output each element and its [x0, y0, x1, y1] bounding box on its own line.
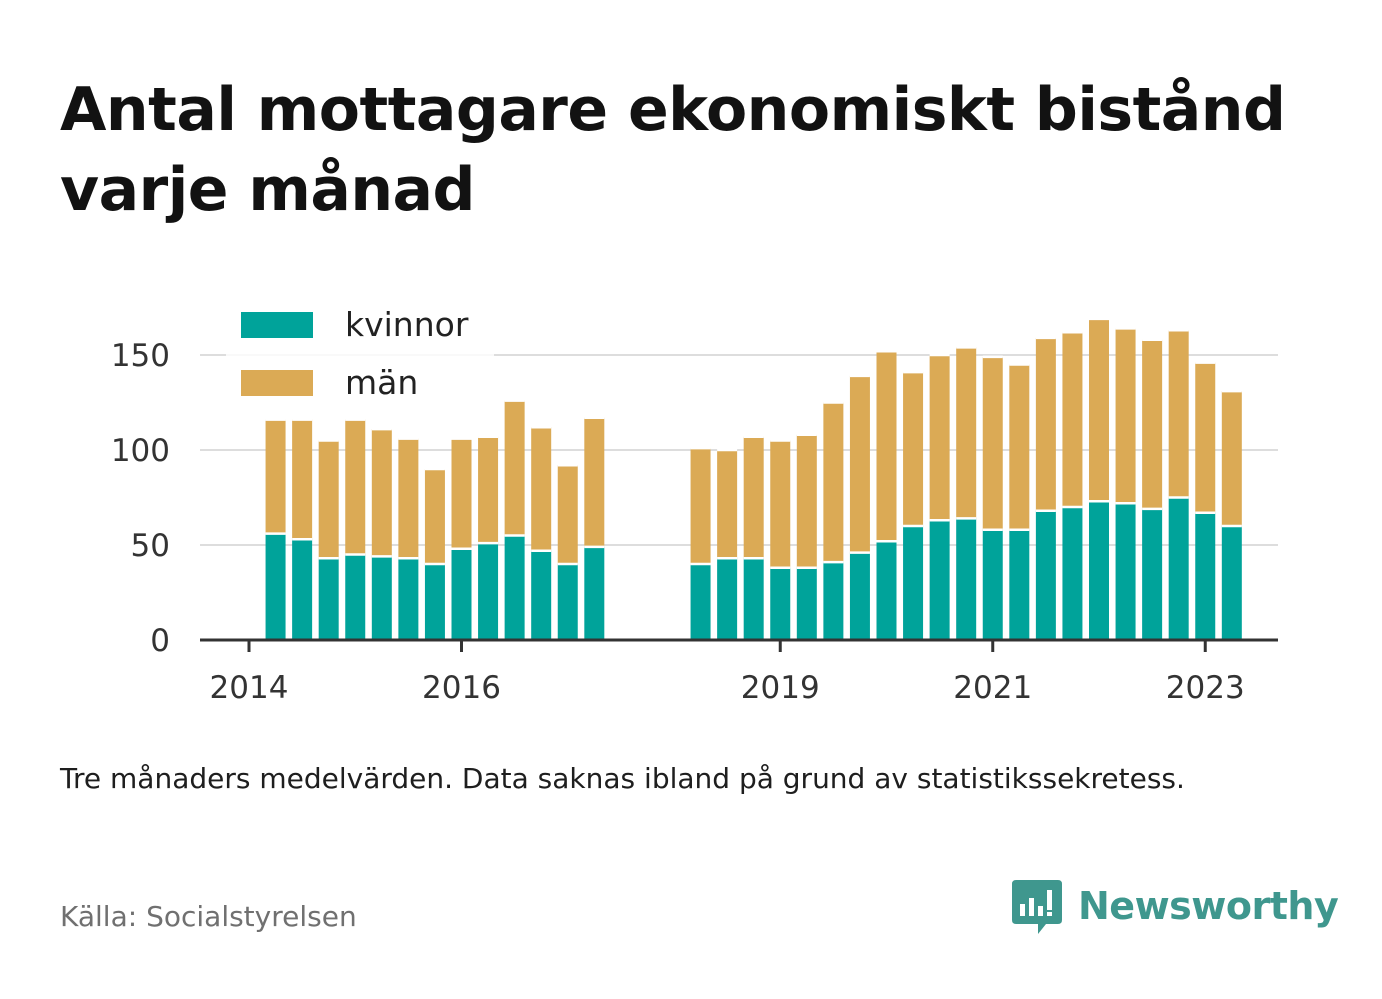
bar-kvinnor — [1035, 510, 1056, 640]
bar-kvinnor — [478, 543, 499, 640]
bar-kvinnor — [451, 548, 472, 640]
bar-kvinnor — [318, 558, 339, 640]
brand-logo: Newsworthy — [1010, 876, 1339, 936]
bar-man — [478, 436, 499, 544]
bars — [265, 317, 1242, 640]
bar-man — [876, 351, 897, 542]
legend-label: män — [345, 363, 418, 402]
brand-name: Newsworthy — [1078, 884, 1339, 928]
bar-kvinnor — [1168, 497, 1189, 640]
bar-man — [531, 427, 552, 551]
x-tick-label: 2016 — [422, 670, 501, 706]
bar-kvinnor — [1221, 526, 1242, 640]
legend-swatch — [241, 370, 313, 396]
bar-man — [1142, 339, 1163, 509]
bar-man — [929, 355, 950, 521]
bar-kvinnor — [1009, 529, 1030, 640]
source-text: Källa: Socialstyrelsen — [60, 900, 357, 933]
bar-kvinnor — [557, 564, 578, 640]
bar-man — [557, 465, 578, 564]
legend-label: kvinnor — [345, 305, 469, 344]
bar-man — [717, 450, 738, 559]
bar-kvinnor — [956, 518, 977, 640]
bar-man — [398, 438, 419, 559]
bar-kvinnor — [903, 526, 924, 640]
bar-kvinnor — [531, 550, 552, 640]
bar-kvinnor — [849, 552, 870, 640]
bar-man — [956, 347, 977, 519]
axes: 0 50 100 150 2014 2016 2019 2021 2023 — [111, 338, 1278, 706]
bar-man — [584, 417, 605, 547]
bar-kvinnor — [1062, 507, 1083, 640]
bar-man — [424, 469, 445, 564]
bar-man — [504, 400, 525, 536]
chart-title: Antal mottagare ekonomiskt bistånd varje… — [60, 75, 1286, 225]
bar-man — [371, 429, 392, 557]
bar-man — [292, 419, 313, 540]
bar-kvinnor — [292, 539, 313, 640]
bar-kvinnor — [584, 546, 605, 640]
legend-swatch — [241, 312, 313, 338]
legend: kvinnor män — [226, 300, 494, 412]
bar-man — [982, 356, 1003, 530]
bar-kvinnor — [371, 556, 392, 640]
chart-note: Tre månaders medelvärden. Data saknas ib… — [60, 762, 1185, 795]
bar-kvinnor — [398, 558, 419, 640]
bar-man — [1168, 330, 1189, 498]
bar-kvinnor — [796, 567, 817, 640]
bar-man — [1115, 328, 1136, 504]
bar-kvinnor — [743, 558, 764, 640]
bar-kvinnor — [1195, 512, 1216, 640]
bar-kvinnor — [823, 562, 844, 640]
bar-man — [849, 375, 870, 553]
bar-man — [1195, 362, 1216, 513]
bar-man — [1062, 332, 1083, 507]
bar-man — [743, 436, 764, 559]
bar-kvinnor — [876, 541, 897, 640]
bar-man — [345, 419, 366, 555]
bar-man — [1035, 337, 1056, 511]
bar-man — [1221, 391, 1242, 526]
bar-man — [1009, 364, 1030, 530]
bar-kvinnor — [504, 535, 525, 640]
x-tick-label: 2023 — [1166, 670, 1245, 706]
y-tick-label: 50 — [131, 528, 170, 564]
bar-man — [318, 440, 339, 559]
bar-kvinnor — [690, 564, 711, 640]
bar-kvinnor — [1142, 508, 1163, 640]
bar-kvinnor — [1115, 503, 1136, 640]
bar-kvinnor — [265, 533, 286, 640]
bar-man — [451, 438, 472, 549]
bar-man — [770, 440, 791, 568]
bar-kvinnor — [929, 520, 950, 640]
y-tick-label: 0 — [150, 623, 170, 659]
bar-kvinnor — [345, 554, 366, 640]
x-tick-label: 2014 — [210, 670, 289, 706]
bar-man — [823, 402, 844, 563]
y-tick-label: 100 — [111, 433, 170, 469]
bar-kvinnor — [982, 529, 1003, 640]
x-tick-label: 2021 — [953, 670, 1032, 706]
bar-man — [903, 372, 924, 526]
bar-man — [796, 434, 817, 568]
bar-man — [690, 448, 711, 564]
bar-man — [1089, 318, 1109, 502]
bar-kvinnor — [770, 567, 791, 640]
y-tick-label: 150 — [111, 338, 170, 374]
bar-kvinnor — [717, 558, 738, 640]
bar-man — [265, 419, 286, 534]
bar-kvinnor — [1089, 501, 1109, 640]
x-tick-label: 2019 — [741, 670, 820, 706]
newsworthy-logo-icon — [1012, 880, 1062, 934]
bar-kvinnor — [424, 564, 445, 640]
